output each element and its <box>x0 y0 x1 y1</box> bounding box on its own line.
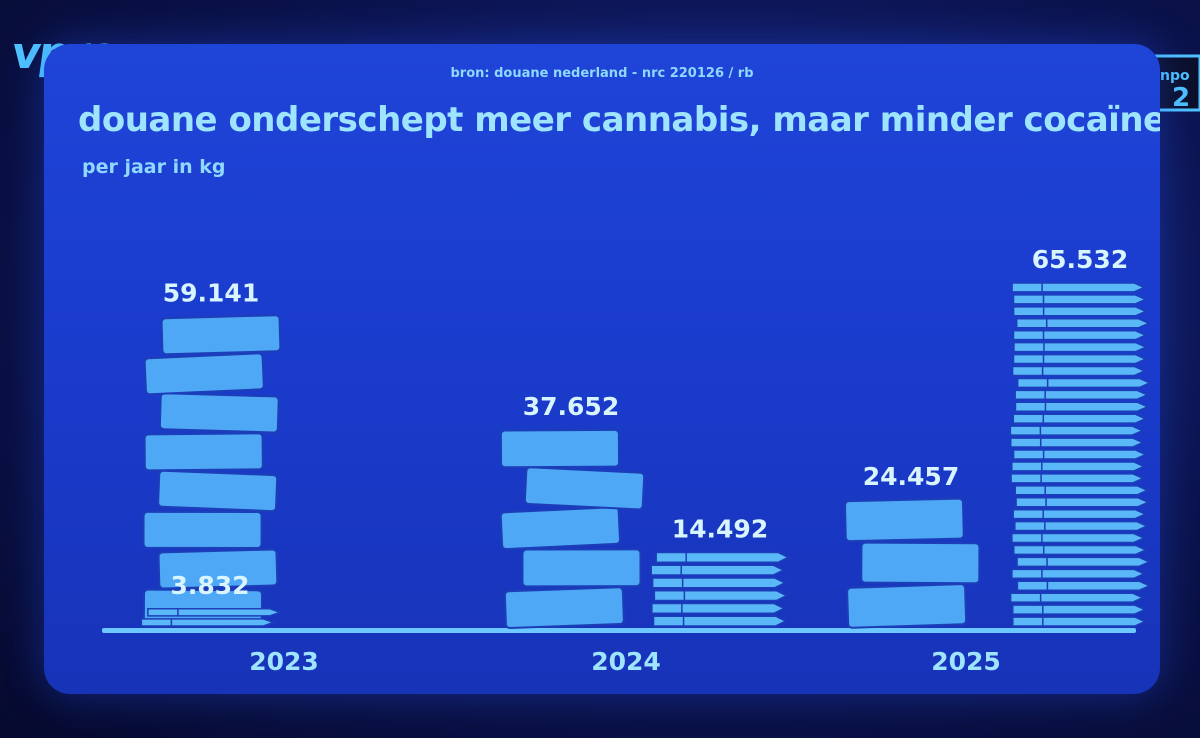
data-label-2025-series-0: 24.457 <box>863 462 959 491</box>
cocaine-brick-icon <box>1016 377 1152 389</box>
cannabis-block-icon <box>523 466 646 511</box>
cannabis-block-icon <box>143 432 264 472</box>
cocaine-brick-icon <box>1012 449 1148 460</box>
cocaine-brick-icon <box>1009 592 1145 603</box>
pictogram-bar-chart: 59.141 37.652 24.457 3.832 14.492 65.532 2023 2… <box>102 245 1152 676</box>
cocaine-brick-icon <box>1012 508 1148 520</box>
cocaine-brick-icon <box>1016 556 1151 568</box>
x-tick-label-2025: 2025 <box>931 647 1001 676</box>
source-line: bron: douane nederland - nrc 220126 / rb <box>450 66 754 81</box>
cocaine-brick-icon <box>652 615 788 627</box>
cocaine-brick-icon <box>1010 473 1145 484</box>
x-tick-label-2024: 2024 <box>591 647 661 676</box>
cannabis-block-icon <box>157 548 279 590</box>
cocaine-brick-icon <box>1014 485 1150 496</box>
cocaine-brick-icon <box>1012 604 1147 615</box>
cannabis-block-icon <box>844 497 965 543</box>
cocaine-brick-icon <box>1011 282 1146 293</box>
x-tick-label-2023: 2023 <box>249 647 319 676</box>
svg-text:npo: npo <box>1160 68 1190 84</box>
bar-2025-series-0 <box>844 497 981 629</box>
data-label-2023-series-0: 59.141 <box>163 279 259 308</box>
cannabis-block-icon <box>160 314 282 356</box>
cocaine-brick-icon <box>1014 401 1150 412</box>
svg-text:2: 2 <box>1172 83 1190 113</box>
cocaine-brick-icon <box>1009 425 1145 436</box>
cocaine-brick-icon <box>1015 318 1151 329</box>
cocaine-brick-icon <box>140 618 276 627</box>
cocaine-brick-icon <box>1012 413 1148 424</box>
chart-subtitle: per jaar in kg <box>82 156 226 178</box>
cocaine-brick-icon <box>1011 532 1146 544</box>
bar-2024-series-1 <box>650 551 790 627</box>
cocaine-brick-icon <box>1011 461 1146 472</box>
cocaine-brick-icon <box>1011 365 1147 377</box>
cocaine-brick-icon <box>651 602 786 614</box>
chart-title: douane onderschept meer cannabis, maar m… <box>78 100 1160 140</box>
chart-screen: bron: douane nederland - nrc 220126 / rb… <box>44 44 1160 694</box>
cocaine-brick-icon <box>147 608 283 617</box>
cocaine-brick-icon <box>653 589 789 602</box>
bar-2025-series-1 <box>1009 282 1152 627</box>
cannabis-block-icon <box>503 586 625 629</box>
cannabis-block-icon <box>499 506 622 551</box>
cocaine-brick-icon <box>1013 341 1148 353</box>
cocaine-brick-icon <box>1014 520 1149 532</box>
cocaine-brick-icon <box>655 551 790 563</box>
cocaine-brick-icon <box>1013 544 1148 556</box>
cocaine-brick-icon <box>1011 568 1146 580</box>
cocaine-brick-icon <box>1012 329 1148 341</box>
chart-baseline <box>102 628 1136 633</box>
bar-2024-series-0 <box>499 428 646 629</box>
cannabis-block-icon <box>143 352 265 396</box>
cocaine-brick-icon <box>1012 306 1148 317</box>
cocaine-brick-icon <box>1009 437 1145 448</box>
cannabis-block-icon <box>499 428 621 469</box>
bar-2023-series-1 <box>140 608 283 627</box>
cocaine-brick-icon <box>650 564 785 576</box>
cannabis-block-icon <box>158 392 280 434</box>
cannabis-block-icon <box>521 548 642 588</box>
data-label-2025-series-1: 65.532 <box>1032 245 1128 274</box>
cocaine-brick-icon <box>651 577 787 589</box>
cocaine-brick-icon <box>1014 389 1150 401</box>
cannabis-block-icon <box>860 541 981 585</box>
bar-2023-series-0 <box>142 314 282 628</box>
cannabis-block-icon <box>142 510 263 549</box>
cocaine-brick-icon <box>1015 497 1150 508</box>
data-label-2024-series-0: 37.652 <box>523 392 619 421</box>
cocaine-brick-icon <box>1016 580 1152 591</box>
cocaine-brick-icon <box>1012 294 1148 305</box>
cocaine-brick-icon <box>1012 353 1148 365</box>
cocaine-brick-icon <box>1012 616 1147 627</box>
data-label-2024-series-1: 14.492 <box>672 514 768 543</box>
data-label-2023-series-1: 3.832 <box>170 571 249 600</box>
cannabis-block-icon <box>846 583 968 629</box>
cannabis-block-icon <box>157 469 279 513</box>
